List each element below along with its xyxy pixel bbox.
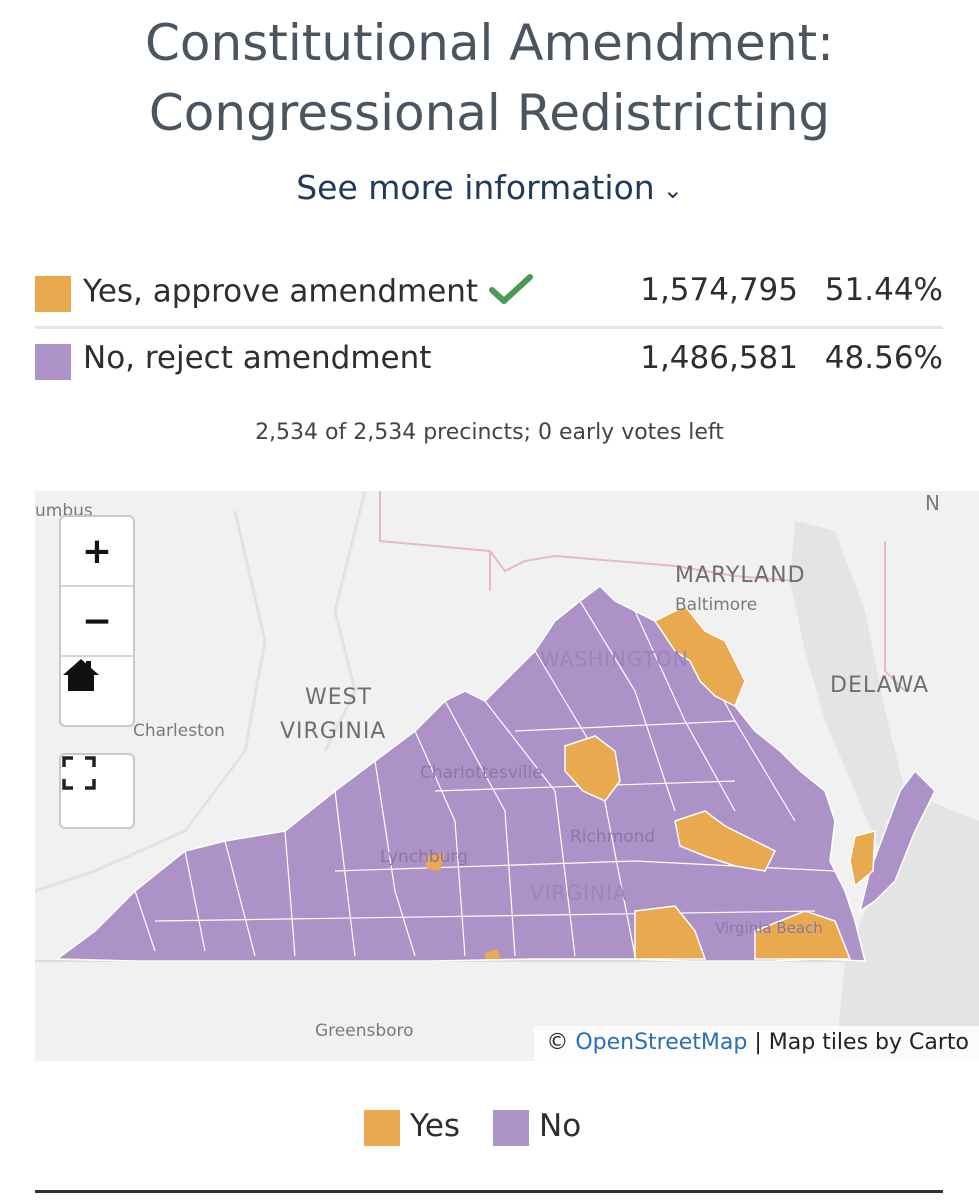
map-legend: Yes No (0, 1106, 979, 1150)
delaware-border (884, 541, 906, 692)
chevron-down-icon: ⌄ (662, 175, 683, 204)
no-color-swatch (35, 344, 71, 380)
map-label-lynchburg: Lynchburg (380, 847, 468, 867)
attribution-prefix: © (546, 1030, 576, 1055)
precincts-reporting: 2,534 of 2,534 precincts; 0 early votes … (255, 420, 724, 445)
map-label-washington: WASHINGTON (540, 647, 689, 671)
result-row-yes: Yes, approve amendment 1,574,795 51.44% (35, 262, 943, 322)
legend-swatch-yes (364, 1110, 400, 1146)
map-label-virginia: VIRGINIA (530, 881, 628, 905)
map-label-n: N (925, 491, 940, 515)
map-canvas[interactable] (35, 491, 979, 1061)
hampton-roads-yes-area (754, 910, 852, 960)
bottom-divider (35, 1190, 943, 1193)
legend-item-no: No (493, 1106, 603, 1150)
small-yes-area-2 (485, 949, 501, 959)
attribution-suffix: | Map tiles by Carto (747, 1030, 969, 1055)
chesapeake-bay-water (790, 521, 979, 1061)
map-label-west: WEST (305, 685, 373, 710)
title-line-2: Congressional Redistricting (148, 84, 831, 142)
map-label-maryland: MARYLAND (675, 563, 806, 588)
legend-swatch-no (493, 1110, 529, 1146)
see-more-label: See more information (296, 168, 655, 207)
eastern-shore-no-area (858, 769, 936, 913)
legend-item-yes: Yes (364, 1106, 474, 1150)
checkmark-icon (488, 272, 534, 314)
richmond-yes-area (674, 810, 777, 872)
yes-color-swatch (35, 276, 71, 312)
title-line-1: Constitutional Amendment: (145, 14, 834, 72)
map-label-richmond: Richmond (570, 827, 656, 847)
result-label-yes: Yes, approve amendment (83, 272, 534, 314)
southside-yes-area (634, 905, 707, 960)
results-map[interactable]: umbus N MARYLAND Baltimore DELAWA WEST V… (35, 491, 979, 1061)
result-percent-no: 48.56% (824, 340, 943, 376)
result-label-no: No, reject amendment (83, 340, 432, 376)
northern-virginia-yes-area (653, 605, 746, 708)
home-icon (63, 659, 99, 691)
legend-label-no: No (539, 1108, 582, 1144)
see-more-information-link[interactable]: See more information ⌄ (0, 168, 979, 207)
map-label-virginia-beach: Virginia Beach (715, 919, 823, 937)
zoom-controls: + − (59, 515, 135, 727)
zoom-in-button[interactable]: + (61, 517, 133, 587)
map-label-virginia-wv: VIRGINIA (280, 719, 387, 744)
map-label-greensboro: Greensboro (315, 1021, 414, 1041)
result-row-no: No, reject amendment 1,486,581 48.56% (35, 330, 943, 390)
maryland-border (379, 491, 796, 582)
fullscreen-icon (62, 756, 96, 790)
result-percent-yes: 51.44% (824, 272, 943, 308)
legend-label-yes: Yes (410, 1108, 461, 1144)
page-title: Constitutional Amendment: Congressional … (0, 8, 979, 148)
results-divider (35, 326, 943, 329)
home-button[interactable] (61, 657, 133, 725)
charlottesville-yes-area (564, 735, 621, 802)
map-attribution: © OpenStreetMap | Map tiles by Carto (534, 1026, 979, 1061)
map-label-baltimore: Baltimore (675, 595, 758, 615)
result-votes-yes: 1,574,795 (640, 272, 798, 308)
openstreetmap-link[interactable]: OpenStreetMap (575, 1030, 748, 1055)
result-votes-no: 1,486,581 (640, 340, 798, 376)
small-yes-area-1 (425, 853, 445, 871)
map-label-charlottesville: Charlottesville (420, 763, 543, 783)
fullscreen-button[interactable] (59, 753, 135, 829)
map-label-delaware: DELAWA (830, 673, 930, 698)
river-line-2 (323, 491, 367, 752)
map-label-charleston: Charleston (133, 721, 225, 741)
eastern-shore-yes-area (849, 830, 876, 888)
river-line (35, 510, 267, 893)
zoom-out-button[interactable]: − (61, 587, 133, 657)
